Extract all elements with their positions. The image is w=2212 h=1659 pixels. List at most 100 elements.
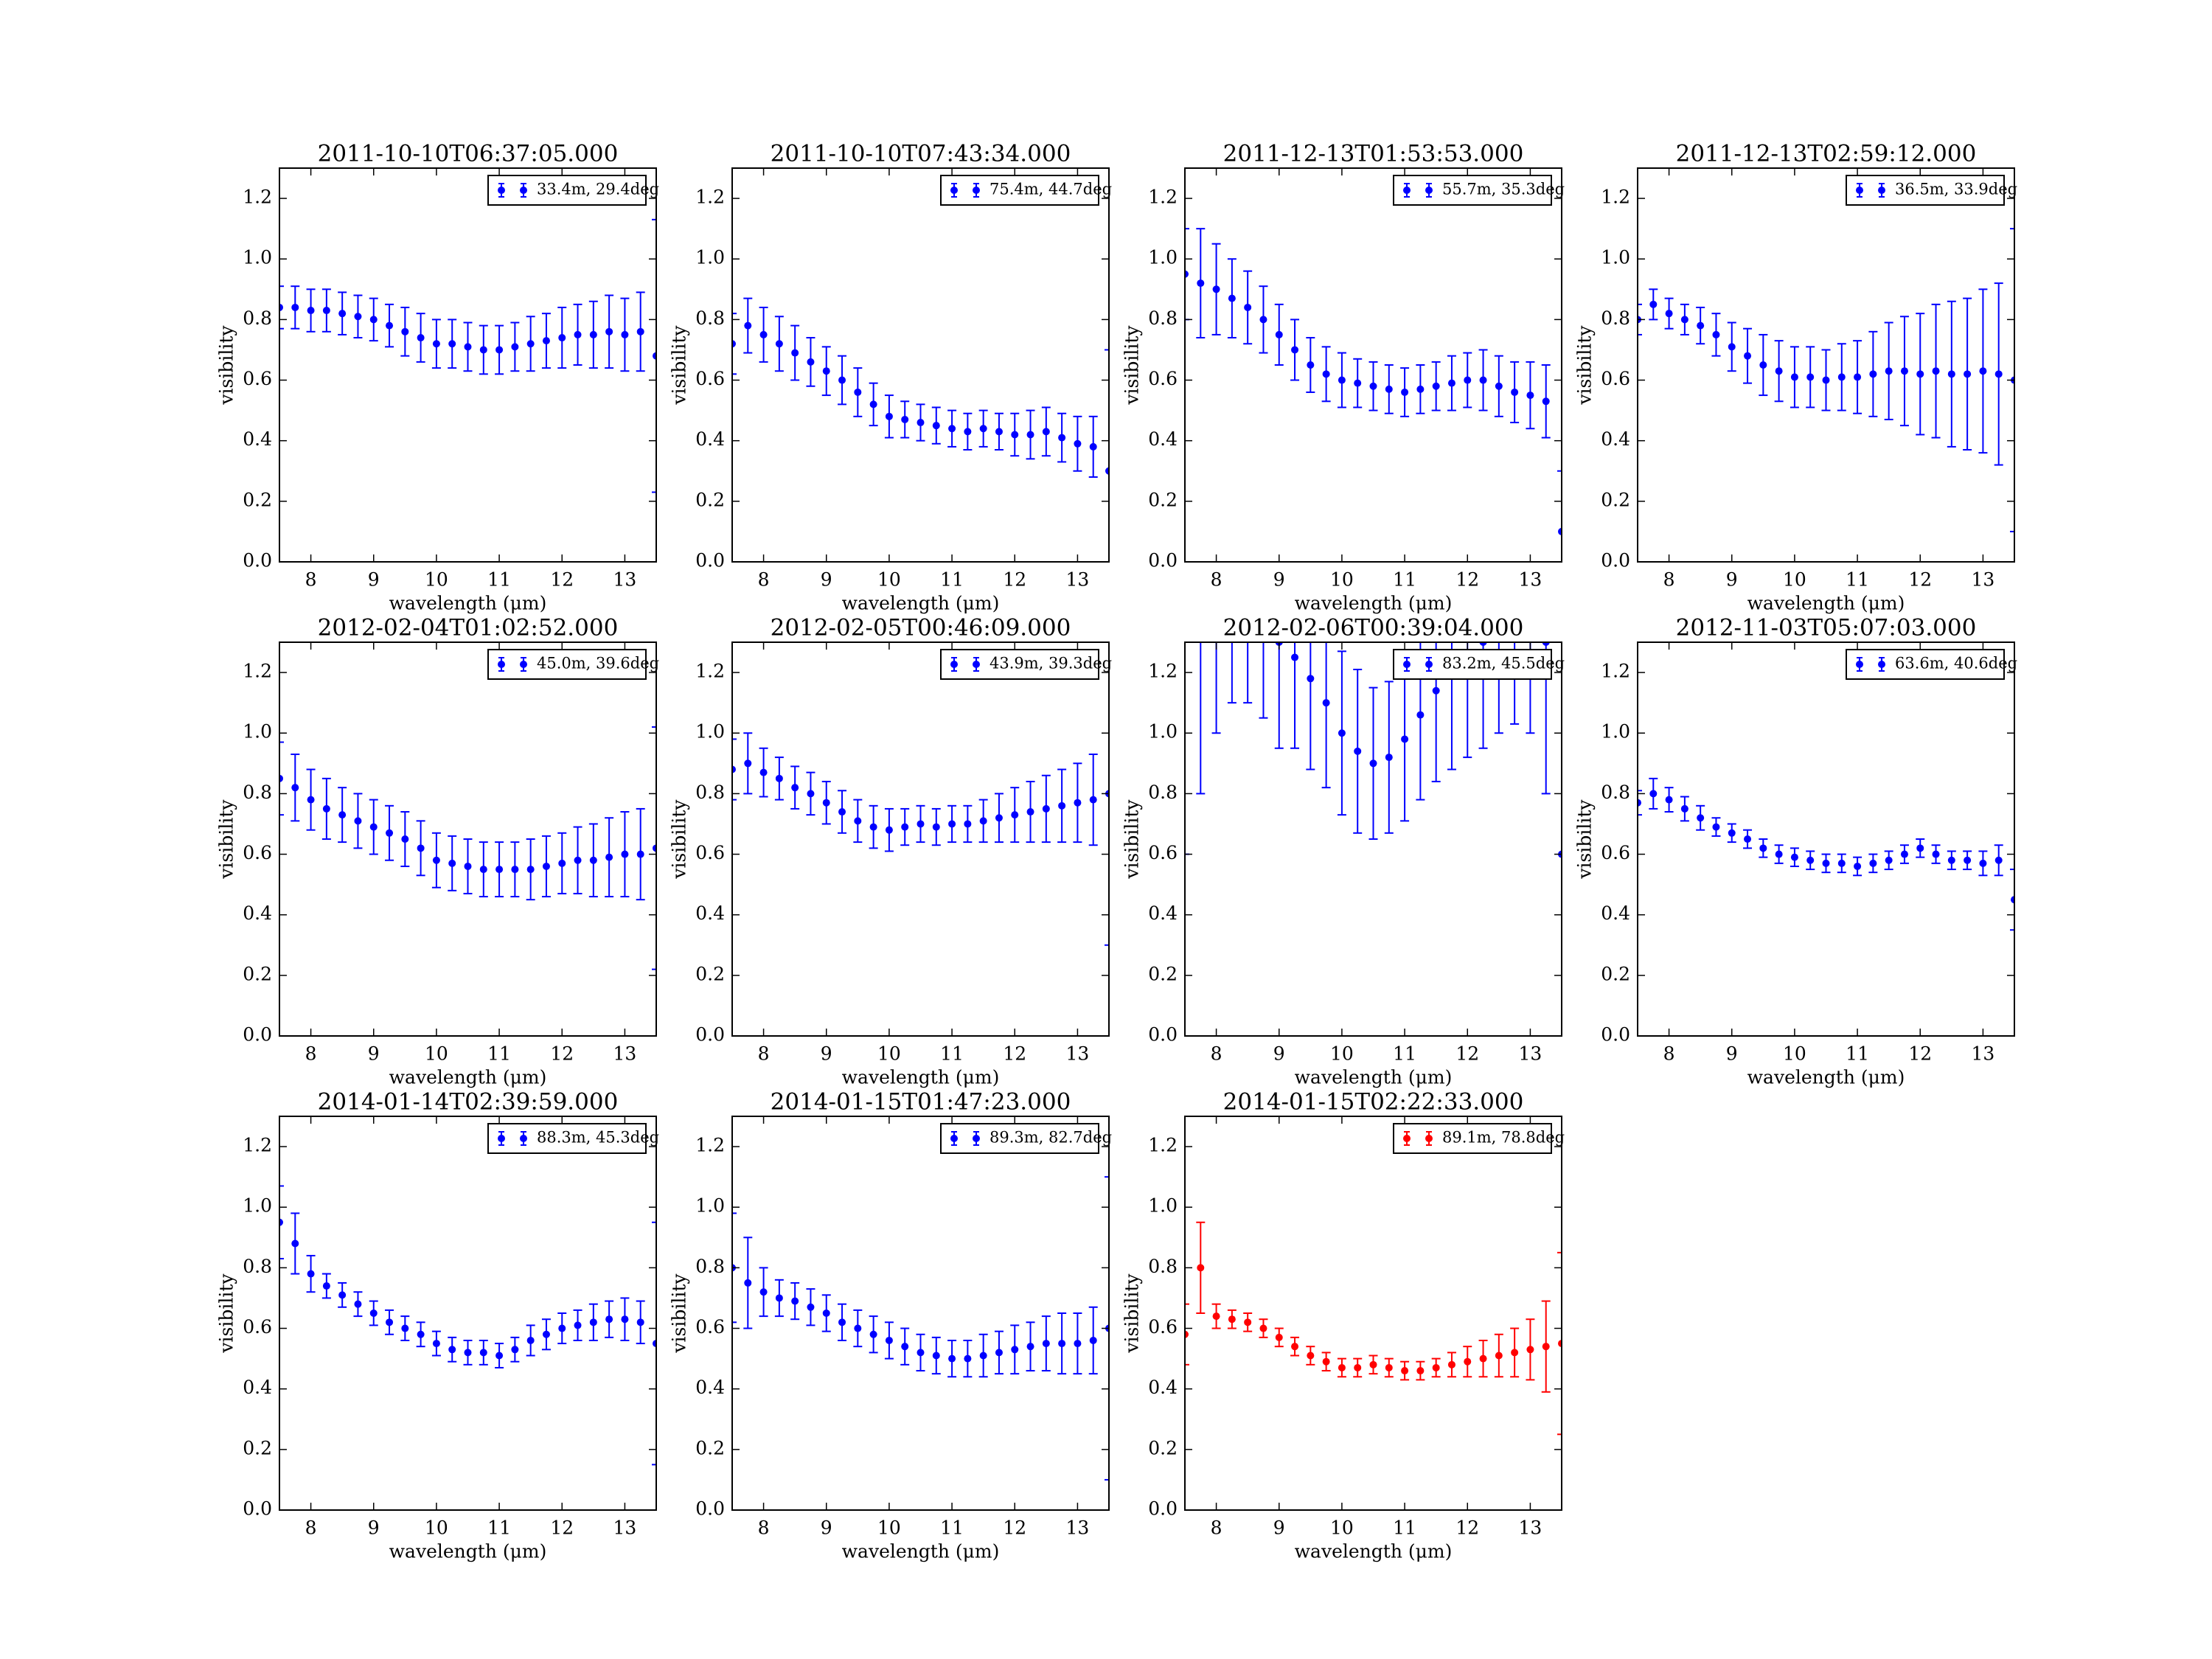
x-tick-label: 8 [1211, 1517, 1222, 1539]
data-point [979, 1352, 987, 1360]
y-tick-label: 0.4 [243, 902, 272, 924]
data-point [854, 388, 862, 396]
data-point [1964, 856, 1972, 864]
x-tick-label: 13 [613, 1517, 637, 1539]
error-bar [1105, 349, 1109, 562]
y-tick-label: 1.0 [243, 247, 272, 268]
data-point [279, 1218, 283, 1226]
y-tick-label: 0.4 [1601, 428, 1630, 450]
data-point [1213, 518, 1220, 525]
data-point [1197, 1264, 1205, 1272]
data-point [932, 422, 940, 430]
data-point [1185, 270, 1189, 278]
x-tick-label: 12 [1003, 569, 1026, 591]
x-tick-label: 13 [1972, 569, 1995, 591]
y-tick-label: 0.2 [695, 489, 725, 510]
data-point [448, 340, 456, 348]
y-tick-label: 0.8 [1148, 307, 1178, 329]
plot-area [279, 1185, 656, 1466]
data-point [511, 866, 519, 874]
y-tick-label: 0.0 [1148, 550, 1178, 571]
data-point [979, 425, 987, 433]
subplot-title: 2011-10-10T07:43:34.000 [771, 141, 1071, 167]
legend-box [940, 1123, 1099, 1154]
subplot: 2011-12-13T01:53:53.000 wavelength (μm) vi… [1121, 141, 1565, 614]
data-point [1837, 373, 1846, 381]
x-tick-label: 13 [1066, 1517, 1090, 1539]
data-point [386, 829, 394, 837]
y-tick-label: 0.8 [243, 782, 272, 803]
plot-area [732, 1176, 1109, 1481]
data-point [1542, 397, 1550, 406]
axes-frame [279, 167, 657, 563]
data-point [589, 856, 597, 864]
legend: 63.6m, 40.6deg [1846, 649, 2017, 680]
data-point [732, 765, 736, 773]
subplot: 2014-01-14T02:39:59.000 wavelength (μm) vi… [216, 1089, 660, 1562]
data-point [307, 796, 315, 804]
plot-area [1638, 228, 2014, 532]
data-point [1885, 367, 1893, 375]
y-tick-label: 1.2 [1148, 187, 1178, 208]
data-point [1697, 321, 1705, 330]
data-point [1447, 1360, 1455, 1368]
x-tick-label: 9 [368, 569, 380, 591]
data-point [495, 866, 504, 874]
data-point [1089, 442, 1097, 451]
data-point [1181, 578, 1189, 585]
y-tick-label: 0.4 [1148, 902, 1178, 924]
legend-label: 83.2m, 45.5deg [1442, 655, 1565, 672]
y-tick-label: 0.6 [695, 368, 725, 389]
x-tick-label: 9 [821, 1517, 832, 1539]
data-point [279, 303, 283, 311]
data-point [1932, 367, 1940, 375]
data-point [964, 820, 972, 828]
y-tick-label: 0.2 [243, 1437, 272, 1458]
data-point [1775, 850, 1783, 858]
data-point [1275, 1333, 1283, 1341]
data-point [1228, 1315, 1236, 1324]
x-tick-label: 13 [1972, 1043, 1995, 1065]
data-point [1526, 1346, 1534, 1354]
y-axis-label: visibility [669, 325, 690, 406]
data-point [1728, 343, 1736, 351]
data-point [1042, 1340, 1050, 1348]
data-point [354, 1300, 362, 1308]
x-tick-label: 12 [1003, 1517, 1026, 1539]
plot-area [1185, 1221, 1562, 1436]
data-point [1649, 300, 1658, 308]
data-point [869, 1330, 877, 1338]
data-point [1464, 1357, 1472, 1366]
legend-symbol [520, 183, 527, 198]
data-point [744, 321, 752, 330]
subplot-title: 2012-02-06T00:39:04.000 [1223, 615, 1524, 641]
data-point [448, 859, 456, 867]
x-tick-label: 13 [1066, 1043, 1090, 1065]
data-point [636, 1318, 644, 1326]
data-point [369, 1310, 378, 1317]
y-tick-label: 0.8 [1148, 782, 1178, 803]
data-point [653, 844, 656, 852]
data-point [1042, 428, 1050, 436]
data-point [885, 826, 893, 834]
error-bar [279, 1185, 284, 1260]
y-tick-label: 0.8 [243, 307, 272, 329]
legend-symbol [1856, 183, 1863, 198]
data-point [1354, 1363, 1362, 1371]
axes-frame [1637, 167, 2015, 563]
x-tick-label: 9 [368, 1043, 380, 1065]
x-tick-label: 9 [1273, 569, 1285, 591]
data-point [526, 340, 535, 348]
data-point [621, 330, 629, 338]
data-point [636, 327, 644, 335]
data-point [605, 1315, 613, 1324]
y-tick-label: 0.2 [1601, 963, 1630, 984]
data-point [1011, 811, 1019, 819]
data-point [1058, 434, 1066, 442]
data-point [1369, 382, 1377, 390]
subplot-title: 2014-01-15T01:47:23.000 [771, 1089, 1071, 1116]
error-bar [1196, 642, 1206, 795]
data-point [354, 313, 362, 321]
data-point [401, 327, 409, 335]
legend-symbol [1856, 657, 1863, 672]
